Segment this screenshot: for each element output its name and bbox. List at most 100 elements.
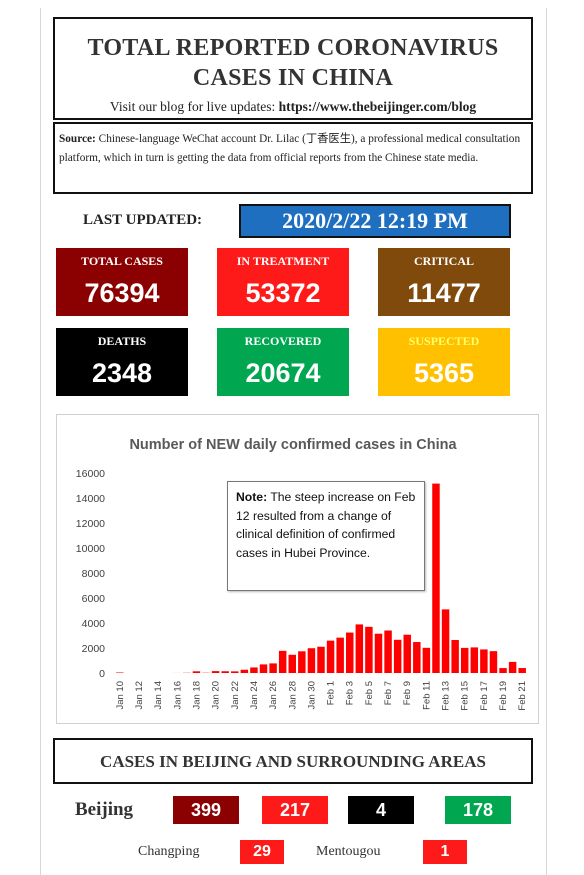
x-tick-label: Jan 24 xyxy=(249,681,260,710)
x-tick-label: Feb 17 xyxy=(479,681,490,711)
annotation-label: Note: xyxy=(236,490,268,504)
district-changping-value: 29 xyxy=(240,840,284,864)
chart-title: Number of NEW daily confirmed cases in C… xyxy=(129,437,457,453)
beijing-treatment-cell: 217 xyxy=(262,796,328,824)
x-tick-label: Feb 21 xyxy=(517,681,528,711)
district-changping-label: Changping xyxy=(138,844,200,859)
x-tick-label: Feb 11 xyxy=(421,681,432,710)
bar xyxy=(288,654,296,673)
x-tick-label: Jan 10 xyxy=(115,681,126,710)
bar xyxy=(489,651,498,673)
bar xyxy=(298,651,306,673)
y-tick-label: 14000 xyxy=(76,493,105,505)
x-tick-label: Jan 30 xyxy=(306,681,317,710)
bar xyxy=(355,624,364,673)
beijing-critical-cell: 4 xyxy=(348,796,414,824)
deaths-value: 2348 xyxy=(91,358,153,388)
title-box: TOTAL REPORTED CORONAVIRUS CASES IN CHIN… xyxy=(53,17,533,120)
bar xyxy=(221,671,229,673)
y-tick-label: 2000 xyxy=(82,643,106,655)
bar xyxy=(365,626,373,673)
x-tick-label: Jan 26 xyxy=(268,681,279,710)
x-tick-label: Feb 13 xyxy=(441,681,452,711)
chart-svg: Number of NEW daily confirmed cases in C… xyxy=(76,437,528,711)
critical-value: 11477 xyxy=(407,278,481,308)
annotation-text: The steep increase on Feb 12 resulted fr… xyxy=(236,490,416,560)
recovered-value: 20674 xyxy=(245,358,321,388)
bar xyxy=(240,669,249,673)
bar xyxy=(413,642,421,673)
y-tick-label: 16000 xyxy=(76,468,105,480)
deaths-label: DEATHS xyxy=(97,334,147,348)
blog-url-link[interactable]: https://www.thebeijinger.com/blog xyxy=(278,99,477,114)
bar xyxy=(422,647,431,673)
page-title: TOTAL REPORTED CORONAVIRUS CASES IN CHIN… xyxy=(55,33,531,93)
beijing-total-cell: 399 xyxy=(173,796,239,824)
x-tick-label: Feb 5 xyxy=(364,681,375,705)
suspected-label: SUSPECTED xyxy=(408,334,480,348)
bar xyxy=(451,639,459,673)
bar xyxy=(336,637,344,673)
bar xyxy=(231,671,239,673)
critical-card: CRITICAL 11477 xyxy=(378,248,510,316)
total-cases-value: 76394 xyxy=(84,278,160,308)
bar xyxy=(508,661,517,673)
deaths-card: DEATHS 2348 xyxy=(56,328,188,396)
x-tick-label: Feb 19 xyxy=(498,681,509,711)
x-tick-label: Feb 15 xyxy=(460,681,471,711)
x-tick-label: Jan 18 xyxy=(191,681,202,710)
bar xyxy=(499,668,507,673)
bar xyxy=(432,483,440,673)
bar xyxy=(250,667,258,673)
title-line-1: TOTAL REPORTED CORONAVIRUS xyxy=(87,35,499,61)
x-tick-label: Jan 12 xyxy=(134,681,145,710)
bar xyxy=(211,671,220,673)
last-updated-label: LAST UPDATED: xyxy=(83,212,203,228)
x-tick-label: Jan 16 xyxy=(172,681,183,710)
y-tick-label: 6000 xyxy=(82,593,106,605)
beijing-recovered-cell: 178 xyxy=(445,796,511,824)
recovered-card: RECOVERED 20674 xyxy=(217,328,349,396)
total-cases-card: TOTAL CASES 76394 xyxy=(56,248,188,316)
bar xyxy=(374,633,383,673)
beijing-section-header: CASES IN BEIJING AND SURROUNDING AREAS xyxy=(53,738,533,784)
suspected-card: SUSPECTED 5365 xyxy=(378,328,510,396)
in-treatment-label: IN TREATMENT xyxy=(236,254,330,268)
source-box: Source: Chinese-language WeChat account … xyxy=(53,122,533,194)
y-tick-label: 10000 xyxy=(76,543,105,555)
visit-prefix: Visit our blog for live updates: xyxy=(109,99,276,114)
in-treatment-card: IN TREATMENT 53372 xyxy=(217,248,349,316)
bar xyxy=(460,647,469,673)
beijing-label: Beijing xyxy=(75,799,134,820)
x-tick-label: Feb 9 xyxy=(402,681,413,705)
blog-link-line: Visit our blog for live updates: https:/… xyxy=(55,99,531,115)
district-mentougou-value: 1 xyxy=(423,840,467,864)
bar xyxy=(278,650,287,673)
bar xyxy=(326,640,335,674)
x-tick-label: Jan 14 xyxy=(153,681,164,710)
in-treatment-value: 53372 xyxy=(245,278,321,308)
bar xyxy=(317,646,325,673)
district-mentougou-label: Mentougou xyxy=(316,844,381,859)
suspected-value: 5365 xyxy=(413,358,475,388)
bar xyxy=(393,639,402,673)
infographic-page: TOTAL REPORTED CORONAVIRUS CASES IN CHIN… xyxy=(40,8,547,875)
bar xyxy=(269,663,277,673)
bar xyxy=(403,634,411,673)
bar xyxy=(441,609,450,674)
source-label: Source: xyxy=(59,133,96,145)
y-tick-label: 0 xyxy=(99,668,105,680)
bar xyxy=(470,647,479,673)
bar xyxy=(307,648,316,673)
x-tick-label: Feb 3 xyxy=(345,681,356,705)
x-tick-label: Jan 20 xyxy=(211,681,222,710)
source-text: Chinese-language WeChat account Dr. Lila… xyxy=(59,133,521,164)
beijing-section-title: CASES IN BEIJING AND SURROUNDING AREAS xyxy=(100,752,486,771)
chart-annotation: Note: The steep increase on Feb 12 resul… xyxy=(227,481,425,591)
daily-cases-chart: Number of NEW daily confirmed cases in C… xyxy=(56,414,539,724)
recovered-label: RECOVERED xyxy=(244,334,322,348)
x-tick-label: Jan 22 xyxy=(230,681,241,710)
bar xyxy=(116,672,124,673)
y-tick-label: 4000 xyxy=(82,618,106,630)
bar xyxy=(259,664,268,673)
